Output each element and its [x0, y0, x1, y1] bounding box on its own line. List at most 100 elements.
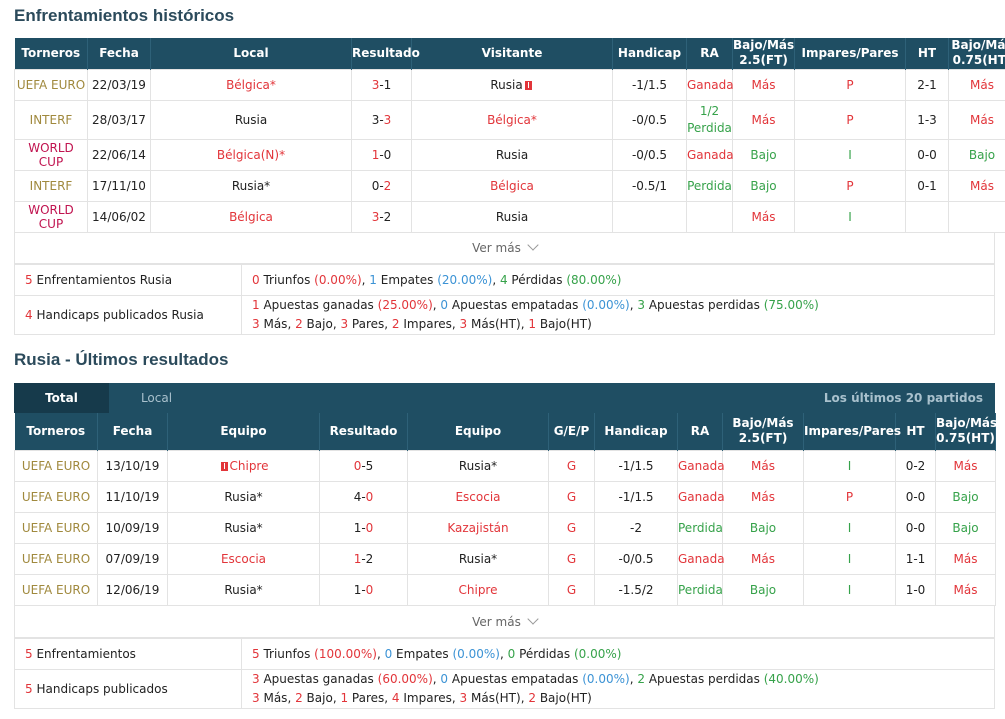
team-cell[interactable]: Kazajistán — [407, 511, 549, 544]
team-name[interactable]: Bélgica(N)* — [216, 147, 286, 162]
team-name[interactable]: Chipre — [458, 582, 498, 597]
team-name[interactable]: Escocia — [220, 551, 267, 566]
team-cell[interactable]: Rusia* — [407, 542, 549, 575]
date-cell: 14/06/02 — [87, 200, 151, 233]
team-cell[interactable]: Bélgica* — [150, 68, 352, 101]
team-name[interactable]: Rusia* — [458, 458, 498, 473]
league-cell[interactable]: UEFA EURO — [14, 449, 98, 482]
team-name[interactable]: Rusia* — [224, 489, 263, 504]
team-name[interactable]: Kazajistán — [447, 520, 509, 535]
team-name[interactable]: Rusia — [495, 147, 529, 162]
result-cell: 1-0 — [319, 573, 408, 606]
ht-cell: 0-0 — [895, 511, 936, 544]
league-cell[interactable]: UEFA EURO — [14, 480, 98, 513]
team-cell[interactable]: Rusia — [411, 138, 613, 171]
column-header: G/E/P — [548, 413, 595, 450]
score-away: 2 — [383, 178, 392, 193]
team-cell[interactable]: Bélgica — [150, 200, 352, 233]
handicap-cell — [612, 200, 687, 233]
team-name[interactable]: Rusia* — [224, 582, 263, 597]
column-header: Bajo/Más 0.75(HT) — [935, 413, 997, 450]
stat-count: 2 — [528, 691, 536, 705]
team-cell[interactable]: Rusia — [411, 200, 613, 233]
team-name[interactable]: Escocia — [455, 489, 501, 504]
team-name[interactable]: Bélgica — [229, 209, 273, 224]
score-home: 4 — [353, 489, 362, 504]
odd-even-cell: I — [803, 449, 896, 482]
score-separator: - — [361, 489, 366, 504]
tab-local[interactable]: Local — [140, 391, 173, 405]
ht-cell: 2-1 — [905, 68, 949, 101]
tab-last-20[interactable]: Los últimos 20 partidos — [823, 391, 983, 405]
ou25-cell: Más — [732, 200, 795, 233]
table-row: UEFA EURO 11/10/19 Rusia* 4-0 Escocia G -1/1.5… — [14, 480, 996, 513]
handicap-cell: -0/0.5 — [612, 138, 687, 171]
date-cell: 13/10/19 — [97, 449, 168, 482]
team-name[interactable]: Bélgica* — [487, 112, 537, 127]
score-separator: - — [361, 520, 366, 535]
team-cell[interactable]: Rusia* — [167, 480, 320, 513]
team-cell[interactable]: Rusia* — [407, 449, 549, 482]
summary-label: 5 Handicaps publicados — [14, 669, 242, 709]
stat-count: 4 — [391, 691, 400, 705]
league-cell[interactable]: UEFA EURO — [14, 511, 98, 544]
league-cell[interactable]: WORLD CUP — [14, 138, 88, 171]
odd-even-cell: I — [803, 542, 896, 575]
ra-cell: 1/2 Perdida — [686, 99, 733, 140]
team-name[interactable]: Rusia* — [224, 520, 263, 535]
team-name[interactable]: Bélgica* — [226, 77, 276, 92]
recent-ver-mas-button[interactable]: Ver más — [14, 606, 995, 638]
table-row: UEFA EURO 22/03/19 Bélgica* 3-1 Rusia -1/1.5 G… — [14, 68, 1005, 101]
team-cell[interactable]: Bélgica* — [411, 99, 613, 140]
ht-cell: 1-1 — [895, 542, 936, 575]
stat-count: 3 — [340, 317, 349, 331]
column-header: Handicap — [594, 413, 678, 450]
league-cell[interactable]: UEFA EURO — [14, 68, 88, 101]
handicap-cell: -0/0.5 — [612, 99, 687, 140]
column-header: Resultado — [351, 38, 420, 69]
handicap-cell: -1.5/2 — [594, 573, 678, 606]
team-cell[interactable]: Bélgica — [411, 169, 613, 202]
league-cell[interactable]: WORLD CUP — [14, 200, 88, 233]
team-name[interactable]: Rusia — [234, 112, 268, 127]
team-cell[interactable]: Rusia* — [150, 169, 352, 202]
date-cell: 07/09/19 — [97, 542, 168, 575]
summary-label: 4 Handicaps publicados Rusia — [14, 295, 242, 335]
team-cell[interactable]: Rusia — [150, 99, 352, 140]
ver-mas-label: Ver más — [472, 615, 521, 629]
result-cell: 1-2 — [319, 542, 408, 575]
tab-total[interactable]: Total — [14, 383, 109, 413]
team-name[interactable]: Bélgica — [490, 178, 534, 193]
recent-tabs: Total Local Los últimos 20 partidos — [14, 383, 995, 413]
team-cell[interactable]: Escocia — [167, 542, 320, 575]
team-name[interactable]: Chipre — [229, 458, 269, 473]
team-cell[interactable]: Rusia* — [167, 511, 320, 544]
ou075-cell: Bajo — [935, 511, 996, 544]
table-row: INTERF 17/11/10 Rusia* 0-2 Bélgica -0.5/1 Perd… — [14, 169, 1005, 202]
gep-cell: G — [548, 480, 595, 513]
date-cell: 12/06/19 — [97, 573, 168, 606]
column-header: Impares/Pares — [803, 413, 901, 450]
league-cell[interactable]: INTERF — [14, 169, 88, 202]
team-cell[interactable]: Chipre — [407, 573, 549, 606]
team-cell[interactable]: Rusia — [411, 68, 613, 101]
team-cell[interactable]: Chipre — [167, 449, 320, 482]
team-name[interactable]: Rusia — [490, 77, 523, 92]
team-cell[interactable]: Escocia — [407, 480, 549, 513]
h2h-ver-mas-button[interactable]: Ver más — [14, 232, 995, 264]
ou075-cell: Más — [948, 68, 1005, 101]
stat-label: Más(HT) — [471, 691, 521, 705]
recent-table: Torneros Fecha Equipo Resultado Equipo G/E/P H… — [14, 413, 997, 606]
league-cell[interactable]: UEFA EURO — [14, 542, 98, 575]
date-cell: 17/11/10 — [87, 169, 151, 202]
league-cell[interactable]: UEFA EURO — [14, 573, 98, 606]
team-name[interactable]: Rusia — [495, 209, 529, 224]
stat-label: Bajo — [306, 691, 333, 705]
stat-count: 3 — [459, 691, 468, 705]
team-name[interactable]: Rusia* — [458, 551, 498, 566]
score-separator: - — [361, 458, 366, 473]
team-name[interactable]: Rusia* — [231, 178, 271, 193]
league-cell[interactable]: INTERF — [14, 99, 88, 140]
team-cell[interactable]: Bélgica(N)* — [150, 138, 352, 171]
team-cell[interactable]: Rusia* — [167, 573, 320, 606]
